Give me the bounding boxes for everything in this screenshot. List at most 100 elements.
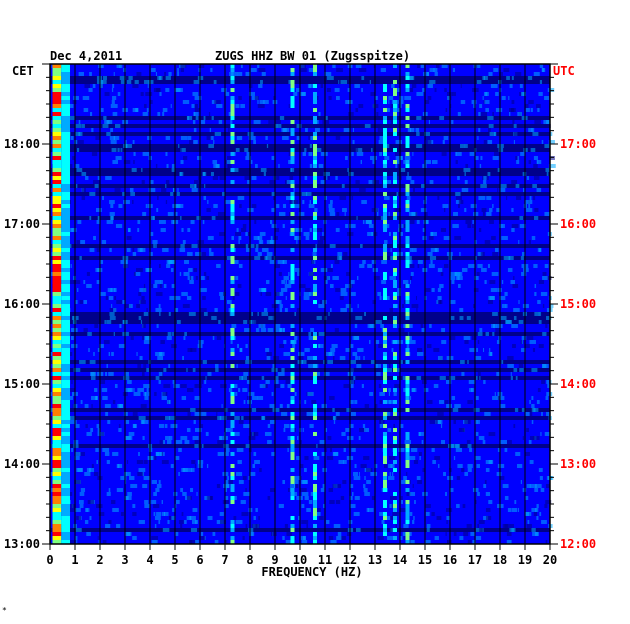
speckle <box>112 444 119 448</box>
band-line <box>383 388 387 392</box>
speckle <box>259 232 266 236</box>
speckle <box>328 204 333 208</box>
band-line <box>393 388 397 392</box>
speckle <box>254 220 257 224</box>
speckle <box>235 232 241 236</box>
speckle <box>350 384 354 388</box>
band-line <box>383 400 387 404</box>
speckle <box>330 200 333 204</box>
speckle <box>334 328 339 332</box>
speckle <box>258 240 262 244</box>
speckle <box>217 452 225 456</box>
speckle <box>96 280 100 284</box>
speckle <box>231 72 238 76</box>
speckle <box>274 228 280 232</box>
band-line <box>405 336 410 340</box>
speckle <box>482 348 485 352</box>
speckle <box>349 484 354 488</box>
band-line <box>405 540 410 544</box>
speckle <box>400 168 406 172</box>
y-tick-label-cet: 18:00 <box>4 137 40 151</box>
speckle <box>175 440 183 444</box>
speckle <box>279 328 285 332</box>
speckle <box>88 468 95 472</box>
speckle <box>158 520 161 524</box>
band-low-edge <box>61 232 70 236</box>
speckle <box>207 416 213 420</box>
speckle <box>532 532 538 536</box>
speckle <box>329 284 334 288</box>
speckle <box>105 412 109 416</box>
speckle <box>222 244 225 248</box>
band-line <box>313 152 317 156</box>
speckle <box>304 496 309 500</box>
speckle <box>323 276 330 280</box>
speckle <box>318 332 326 336</box>
speckle <box>454 236 462 240</box>
speckle <box>515 376 518 380</box>
speckle <box>141 296 145 300</box>
speckle <box>316 512 321 516</box>
speckle <box>133 152 136 156</box>
speckle <box>307 84 314 88</box>
speckle <box>497 448 500 452</box>
speckle <box>302 200 305 204</box>
speckle <box>435 64 440 68</box>
speckle <box>106 320 112 324</box>
speckle <box>74 164 80 168</box>
band-line <box>383 372 387 376</box>
band-low <box>52 332 62 336</box>
band-low <box>52 432 62 436</box>
speckle <box>499 476 505 480</box>
speckle <box>91 396 98 400</box>
band-line <box>383 140 387 144</box>
band-low-edge <box>61 320 70 324</box>
speckle <box>361 384 364 388</box>
speckle <box>514 408 519 412</box>
speckle <box>78 132 83 136</box>
speckle <box>71 380 73 384</box>
speckle <box>362 260 366 264</box>
speckle <box>97 536 99 540</box>
speckle <box>345 156 348 160</box>
band-low-edge <box>61 512 70 516</box>
speckle <box>76 540 78 544</box>
speckle <box>69 508 77 512</box>
speckle <box>214 132 222 136</box>
speckle <box>71 344 78 348</box>
speckle <box>477 252 483 256</box>
speckle <box>529 412 533 416</box>
speckle <box>328 96 332 100</box>
speckle <box>501 280 504 284</box>
speckle <box>129 188 134 192</box>
band-line <box>393 176 397 180</box>
speckle <box>186 468 192 472</box>
speckle <box>187 252 193 256</box>
speckle <box>86 468 91 472</box>
spectrum-row <box>52 136 479 140</box>
speckle <box>159 284 162 288</box>
speckle <box>84 84 91 88</box>
speckle <box>111 88 114 92</box>
speckle <box>305 128 308 132</box>
speckle <box>293 92 298 96</box>
speckle <box>339 356 346 360</box>
band-low-edge <box>61 516 70 520</box>
speckle <box>455 192 461 196</box>
speckle <box>71 316 74 320</box>
speckle <box>467 468 472 472</box>
speckle <box>258 324 266 328</box>
speckle <box>396 192 399 196</box>
speckle <box>245 72 251 76</box>
speckle <box>408 76 415 80</box>
speckle <box>307 392 314 396</box>
speckle <box>398 224 400 228</box>
speckle <box>409 280 411 284</box>
speckle <box>151 68 156 72</box>
band-line <box>393 500 397 504</box>
speckle <box>274 380 279 384</box>
speckle <box>198 380 203 384</box>
speckle <box>353 512 360 516</box>
speckle <box>294 392 297 396</box>
speckle <box>158 380 161 384</box>
